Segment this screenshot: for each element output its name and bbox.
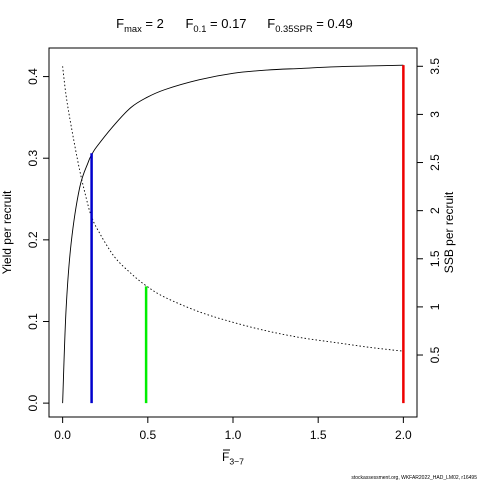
y-right-tick-label: 3.5 (428, 58, 442, 75)
x-axis-label-base: F (222, 450, 229, 464)
title-part-1-value: = 2 (142, 16, 164, 31)
title-part-3-subscript: 0.35SPR (275, 24, 313, 34)
y-left-tick-label: 0.2 (26, 231, 40, 248)
title-part-2-value: = 0.17 (206, 16, 246, 31)
y-right-tick-label: 2 (428, 207, 442, 214)
y-left-tick-label: 0.4 (26, 68, 40, 85)
x-tick-label: 1.0 (225, 428, 242, 442)
title-part-2-subscript: 0.1 (193, 24, 206, 34)
y-left-tick-label: 0.1 (26, 313, 40, 330)
ssb-per-recruit-curve (62, 66, 404, 352)
y-right-tick-label: 0.5 (428, 346, 442, 363)
y-right-axis-label: SSB per recruit (442, 191, 456, 273)
y-right-tick-label: 1.5 (428, 250, 442, 267)
y-right-tick-label: 1 (428, 303, 442, 310)
y-left-tick-label: 0.0 (26, 394, 40, 411)
title-part-2: F0.1 = 0.17 (185, 16, 246, 34)
x-tick-label: 2.0 (395, 428, 412, 442)
x-axis-label: F3−7 (222, 450, 244, 467)
title-part-1: Fmax = 2 (116, 16, 164, 34)
title-part-1-base: F (116, 16, 124, 31)
yield-per-recruit-curve (62, 64, 404, 404)
x-axis-label-subscript: 3−7 (229, 457, 244, 467)
plot-frame (48, 47, 418, 418)
footer-credit: stockassessment.org, WKFAR2022_HAD_LM02,… (351, 475, 477, 480)
y-left-tick-label: 0.3 (26, 150, 40, 167)
title-part-1-subscript: max (124, 24, 142, 34)
x-tick-label: 1.5 (310, 428, 327, 442)
x-tick-label: 0.0 (54, 428, 71, 442)
title-part-3-value: = 0.49 (313, 16, 353, 31)
y-left-axis-label: Yield per recruit (0, 190, 14, 274)
title-part-3: F0.35SPR = 0.49 (267, 16, 352, 34)
title-part-3-base: F (267, 16, 275, 31)
y-right-tick-label: 3 (428, 111, 442, 118)
x-tick-label: 0.5 (139, 428, 156, 442)
title-part-2-base: F (185, 16, 193, 31)
y-right-tick-label: 2.5 (428, 154, 442, 171)
